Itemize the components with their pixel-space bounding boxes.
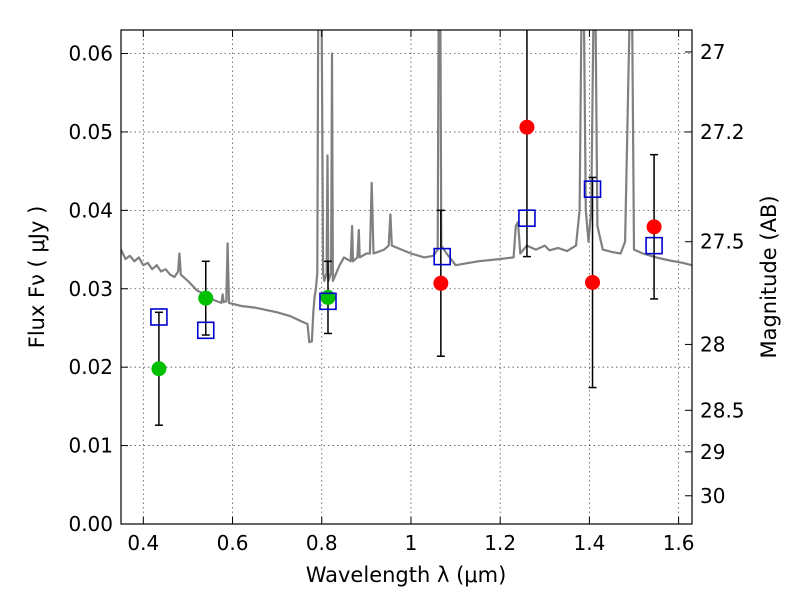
- y-tick-label: 0.01: [68, 434, 113, 458]
- y-axis-right-title: Magnitude (AB): [757, 195, 781, 358]
- y-axis-title: Flux Fν ( μJy ): [25, 206, 49, 349]
- x-tick-label: 1.4: [573, 531, 605, 555]
- x-tick-label: 1: [405, 531, 418, 555]
- x-tick-label: 0.4: [127, 531, 159, 555]
- y-tick-label: 0.03: [68, 277, 113, 301]
- x-tick-label: 1.2: [484, 531, 516, 555]
- red-point: [519, 119, 535, 135]
- x-tick-label: 0.8: [306, 531, 338, 555]
- marks-layer: [150, 30, 663, 426]
- y-tick-label: 0.06: [68, 42, 113, 66]
- x-axis-title: Wavelength λ (μm): [306, 563, 507, 587]
- x-tick-label: 0.6: [217, 531, 249, 555]
- y-tick-label: 0.00: [68, 512, 113, 536]
- right-tick-label: 29: [700, 440, 725, 464]
- green-point: [198, 290, 214, 306]
- model-square: [583, 180, 602, 198]
- right-tick-label: 27.5: [700, 230, 745, 254]
- green-point: [151, 361, 167, 377]
- x-tick-label: 1.6: [663, 531, 695, 555]
- model-square: [319, 292, 337, 311]
- right-tick-label: 30: [700, 484, 725, 508]
- y-tick-label: 0.05: [68, 120, 113, 144]
- ticks-layer: 0.4 0.6 0.8 1 1.2 1.4 1.6 0.00 0.01 0.02 0.03 0.04 0…: [68, 30, 745, 555]
- red-point: [646, 219, 662, 235]
- green-point: [320, 289, 336, 305]
- model-square: [518, 209, 536, 227]
- red-point: [433, 275, 449, 291]
- right-tick-label: 27.2: [700, 120, 745, 144]
- y-tick-label: 0.04: [68, 198, 113, 222]
- model-square: [196, 321, 215, 340]
- model-square: [150, 308, 168, 326]
- plot-background: [121, 30, 692, 524]
- y-tick-label: 0.02: [68, 355, 113, 379]
- red-point: [585, 274, 601, 290]
- model-square: [645, 236, 663, 255]
- model-square: [433, 247, 451, 266]
- right-tick-label: 28: [700, 332, 725, 356]
- plot-frame: [120, 29, 693, 525]
- right-tick-label: 28.5: [700, 398, 745, 422]
- right-tick-label: 27: [700, 40, 725, 64]
